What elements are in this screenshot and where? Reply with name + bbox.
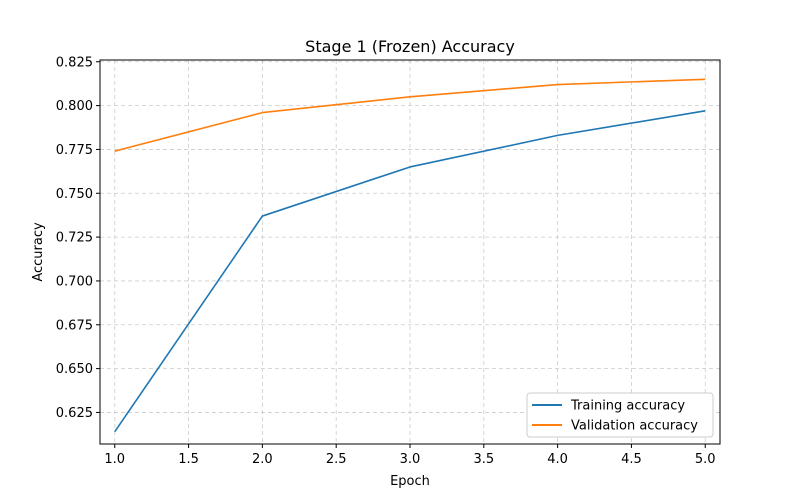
x-tick-label: 3.0	[400, 452, 421, 467]
y-tick-label: 0.625	[56, 406, 93, 421]
y-tick-label: 0.825	[56, 55, 93, 70]
grid-lines	[100, 60, 720, 444]
y-axis-title: Accuracy	[31, 222, 46, 282]
chart-title: Stage 1 (Frozen) Accuracy	[305, 37, 515, 56]
y-tick-label: 0.650	[56, 362, 93, 377]
y-tick-label: 0.725	[56, 231, 93, 246]
x-axis-title: Epoch	[390, 474, 430, 489]
y-tick-label: 0.775	[56, 143, 93, 158]
y-tick-label: 0.800	[56, 99, 93, 114]
y-tick-label: 0.700	[56, 274, 93, 289]
x-tick-label: 5.0	[695, 452, 716, 467]
x-tick-label: 3.5	[473, 452, 494, 467]
y-axis-ticks: 0.625 0.650 0.675 0.700 0.725 0.750 0.775 0.800…	[56, 55, 100, 421]
legend-label-training: Training accuracy	[570, 399, 685, 414]
x-tick-label: 4.5	[621, 452, 642, 467]
legend: Training accuracy Validation accuracy	[526, 392, 714, 438]
y-tick-label: 0.750	[56, 187, 93, 202]
x-tick-label: 4.0	[547, 452, 568, 467]
x-tick-label: 1.5	[178, 452, 199, 467]
x-tick-label: 2.5	[326, 452, 347, 467]
legend-box	[526, 392, 714, 438]
x-axis-ticks: 1.0 1.5 2.0 2.5 3.0 3.5 4.0 4.5 5.0	[104, 444, 716, 467]
series-lines	[114, 78, 706, 433]
x-tick-label: 2.0	[252, 452, 273, 467]
y-tick-label: 0.675	[56, 318, 93, 333]
legend-label-validation: Validation accuracy	[571, 419, 698, 434]
x-tick-label: 1.0	[104, 452, 125, 467]
